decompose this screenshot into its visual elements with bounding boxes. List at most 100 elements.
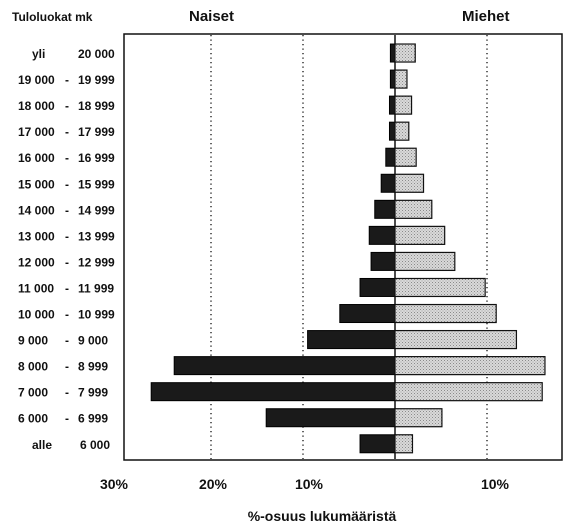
category-label: 16 000-16 999 <box>18 151 115 165</box>
bar-naiset <box>339 304 396 324</box>
category-lo: 14 000 <box>18 203 55 217</box>
category-dash: - <box>65 255 69 269</box>
category-lo: 6 000 <box>18 412 48 426</box>
bar-naiset <box>388 121 396 141</box>
x-tick-label: 20% <box>199 476 228 492</box>
y-axis-title: Tuloluokat mk <box>12 10 93 24</box>
category-label: 9 000-9 000 <box>18 334 108 348</box>
category-dash: - <box>65 151 69 165</box>
category-hi: 17 999 <box>78 125 115 139</box>
bar-naiset <box>265 408 396 428</box>
category-lo: 17 000 <box>18 125 55 139</box>
bar-naiset <box>359 434 396 454</box>
category-label: 17 000-17 999 <box>18 125 115 139</box>
category-hi: 10 999 <box>78 308 115 322</box>
category-lo: 13 000 <box>18 229 55 243</box>
category-lo: 12 000 <box>18 255 55 269</box>
bar-naiset <box>388 95 396 115</box>
category-label: 10 000-10 999 <box>18 308 115 322</box>
category-label: 13 000-13 999 <box>18 229 115 243</box>
bar-naiset <box>173 356 396 376</box>
bar-miehet <box>394 69 408 89</box>
category-lo: 16 000 <box>18 151 55 165</box>
category-label: 6 000 -6 999 <box>18 412 108 426</box>
category-lo: 11 000 <box>18 281 54 295</box>
category-label: 11 000-11 999 <box>18 281 114 295</box>
bar-miehet <box>394 329 518 350</box>
category-lo: 18 000 <box>18 99 55 113</box>
bar-miehet <box>394 408 443 428</box>
category-label: 19 000-19 999 <box>18 73 115 87</box>
category-lo: 7 000 <box>18 386 48 400</box>
x-tick-labels: 30% 20% 10% 10% <box>100 476 510 492</box>
bar-naiset <box>370 251 396 271</box>
category-dash: - <box>65 308 69 322</box>
category-label: 8 000 -8 999 <box>18 360 108 374</box>
category-dash: - <box>65 203 69 217</box>
category-lo: 8 000 <box>18 360 48 374</box>
category-dash: - <box>65 334 69 348</box>
category-hi: 13 999 <box>78 229 115 243</box>
bar-miehet <box>394 225 446 245</box>
category-hi: 9 000 <box>78 334 108 348</box>
bar-miehet <box>394 121 410 141</box>
bar-miehet <box>394 303 497 324</box>
category-hi: 12 999 <box>78 255 115 269</box>
category-dash: - <box>65 177 69 191</box>
bar-miehet <box>394 356 546 376</box>
x-tick-label: 10% <box>481 476 510 492</box>
category-hi: 14 999 <box>78 203 115 217</box>
category-lo: 19 000 <box>18 73 55 87</box>
category-dash: - <box>65 281 69 295</box>
bar-miehet <box>394 277 486 298</box>
bar-naiset <box>374 199 396 219</box>
bars-group <box>150 43 546 454</box>
category-dash: - <box>65 125 69 139</box>
category-label: alle 6 000 <box>32 438 110 452</box>
category-lo: 20 000 <box>78 47 115 61</box>
bar-miehet <box>394 147 417 167</box>
category-label: 18 000-18 999 <box>18 99 115 113</box>
category-label: 14 000-14 999 <box>18 203 115 217</box>
category-hi: 16 999 <box>78 151 115 165</box>
bar-miehet <box>394 43 416 63</box>
bar-naiset <box>389 69 396 89</box>
left-series-label: Naiset <box>189 8 234 25</box>
category-hi: 19 999 <box>78 73 115 87</box>
category-label: 15 000-15 999 <box>18 177 115 191</box>
category-label: 7 000 -7 999 <box>18 386 108 400</box>
category-hi: 7 999 <box>78 386 108 400</box>
category-dash: - <box>65 229 69 243</box>
bar-naiset <box>368 225 396 245</box>
category-hi: 8 999 <box>78 360 108 374</box>
category-dash: - <box>65 73 69 87</box>
category-hi: 11 999 <box>78 281 114 295</box>
bar-naiset <box>359 277 396 297</box>
category-prefix: alle <box>32 438 52 452</box>
x-tick-label: 30% <box>100 476 129 492</box>
category-hi: 18 999 <box>78 99 115 113</box>
bar-naiset <box>385 147 396 167</box>
bar-miehet <box>394 382 543 402</box>
bar-miehet <box>394 173 425 193</box>
category-lo: 6 000 <box>80 438 110 452</box>
category-dash: - <box>65 412 69 426</box>
category-hi: 15 999 <box>78 177 115 191</box>
right-series-label: Miehet <box>462 8 510 25</box>
category-dash: - <box>65 386 69 400</box>
category-dash: - <box>65 360 69 374</box>
category-label: 12 000-12 999 <box>18 255 115 269</box>
bar-naiset <box>389 43 396 63</box>
category-prefix: yli <box>32 47 45 61</box>
bar-miehet <box>394 199 433 219</box>
category-lo: 9 000 <box>18 334 48 348</box>
x-tick-label: 10% <box>295 476 324 492</box>
bar-naiset <box>307 330 396 350</box>
category-lo: 15 000 <box>18 177 55 191</box>
bar-naiset <box>380 173 396 193</box>
plot-frame <box>123 33 563 461</box>
category-dash: - <box>65 99 69 113</box>
category-lo: 10 000 <box>18 308 55 322</box>
